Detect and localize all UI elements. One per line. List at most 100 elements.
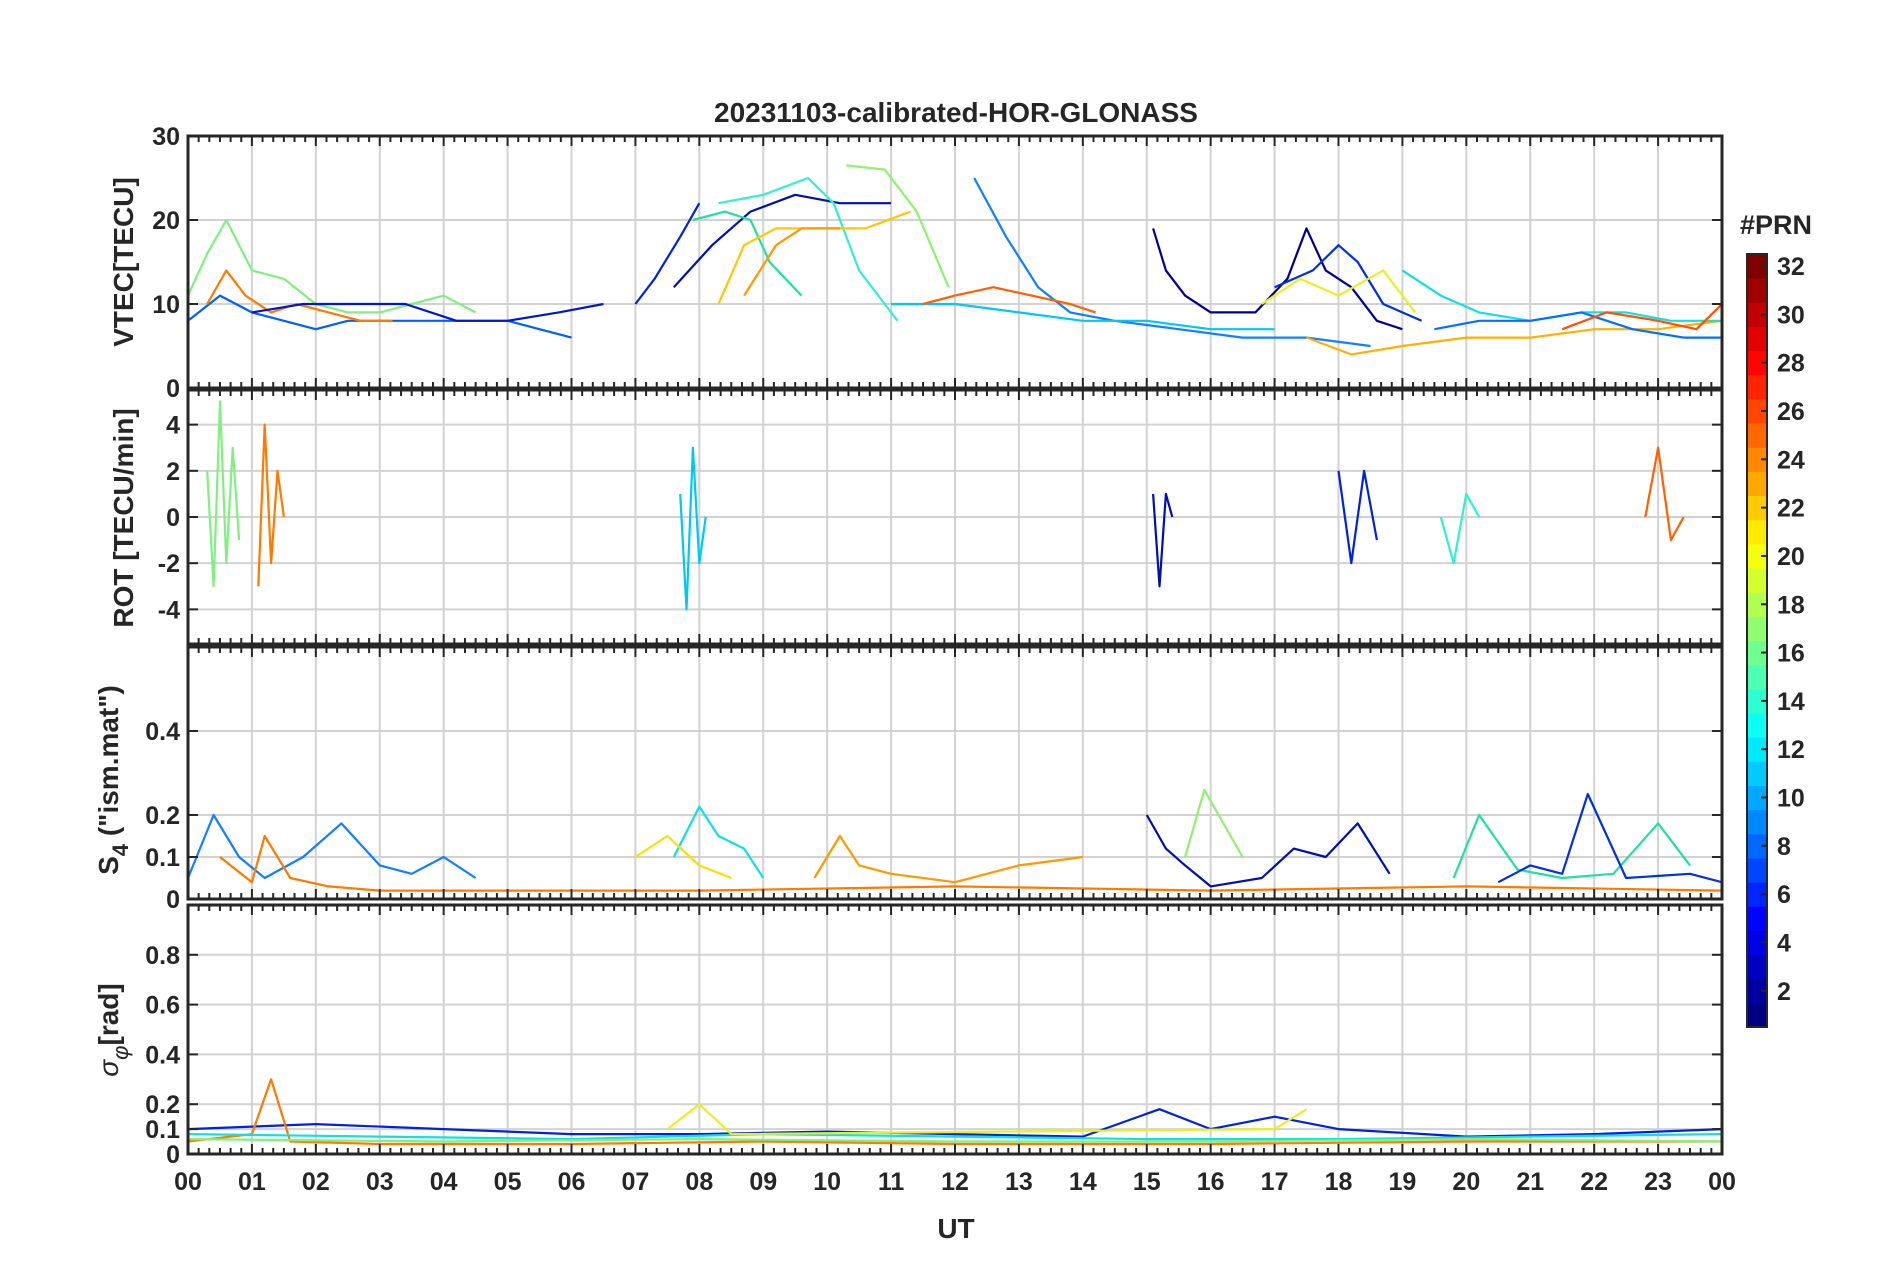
colorbar-tick-label: 32 — [1777, 253, 1805, 281]
series-line-prn-16 — [188, 1137, 1722, 1143]
panel-frame-rot — [186, 388, 1724, 646]
colorbar-tick-label: 24 — [1777, 446, 1805, 474]
x-tick-label: 12 — [941, 1168, 969, 1196]
y-tick-label: 0.6 — [145, 992, 180, 1020]
colorbar-cell — [1747, 592, 1767, 617]
x-axis: 00 01 02 03 04 05 06 07 08 09 10 11 12 13 14 15 16 17 18 19… — [174, 1168, 1736, 1196]
colorbar-tick-label: 18 — [1777, 591, 1805, 619]
x-axis-label: UT — [937, 1213, 974, 1244]
colorbar-cell — [1747, 519, 1767, 545]
series-line-prn-23 — [743, 227, 840, 297]
colorbar-frame — [1746, 253, 1768, 1028]
x-tick-label: 23 — [1644, 1168, 1672, 1196]
series-line-prn-2 — [1152, 492, 1174, 588]
x-tick-label: 09 — [749, 1168, 777, 1196]
y-tick-label: 0.2 — [145, 1091, 180, 1119]
series-line-prn-15 — [692, 210, 803, 297]
colorbar-cell — [1747, 423, 1767, 448]
series-line-prn-14 — [718, 176, 899, 322]
x-tick-label: 15 — [1133, 1168, 1161, 1196]
panel-frame-s4 — [186, 645, 1724, 901]
y-axis-label-sigma: σφ[rad] — [93, 983, 133, 1076]
colorbar-cell — [1747, 326, 1767, 352]
colorbar-cell — [1747, 398, 1767, 424]
series-line-prn-3 — [634, 202, 701, 305]
x-tick-label: 01 — [238, 1168, 266, 1196]
x-tick-label: 20 — [1452, 1168, 1480, 1196]
series-line-prn-19 — [1261, 269, 1417, 314]
colorbar-cell — [1747, 568, 1767, 593]
y-tick-label: 0.1 — [145, 844, 180, 872]
colorbar-cell — [1747, 930, 1767, 956]
colorbar-cell — [1747, 664, 1767, 690]
x-tick-label: 18 — [1325, 1168, 1353, 1196]
colorbar-cell — [1747, 857, 1767, 883]
y-tick-label: -2 — [158, 550, 180, 578]
colorbar-tick-label: 16 — [1777, 640, 1805, 668]
series-line-prn-13 — [672, 805, 765, 879]
panel-sigma: 00.10.2 0.4 0.6 0.8 σφ[rad] — [93, 903, 1724, 1169]
y-tick-label: 2 — [166, 458, 180, 486]
series-line-prn-2 — [1145, 814, 1391, 888]
colorbar-cell — [1747, 785, 1767, 811]
colorbar-cell — [1747, 278, 1767, 303]
x-tick-label: 02 — [302, 1168, 330, 1196]
colorbar-cell — [1747, 374, 1767, 400]
colorbar-cell — [1747, 640, 1767, 666]
colorbar-cell — [1747, 302, 1767, 327]
colorbar-tick-label: 12 — [1777, 736, 1805, 764]
series-line-prn-14 — [1439, 492, 1481, 565]
series-line-prn-3 — [188, 1108, 1722, 1138]
series-group-rot — [206, 400, 1685, 611]
y-tick-label: 0.8 — [145, 942, 180, 970]
x-tick-label: 17 — [1261, 1168, 1289, 1196]
colorbar-cell — [1747, 254, 1767, 279]
series-line-prn-19 — [666, 1103, 1308, 1136]
x-tick-label: 08 — [685, 1168, 713, 1196]
chart-title: 20231103-calibrated-HOR-GLONASS — [714, 97, 1198, 128]
x-tick-label: 14 — [1069, 1168, 1097, 1196]
colorbar-tick-label: 14 — [1777, 688, 1805, 716]
x-tick-label: 22 — [1580, 1168, 1608, 1196]
y-tick-label: 30 — [152, 123, 180, 151]
colorbar-cell — [1747, 688, 1767, 714]
colorbar-cell — [1747, 737, 1767, 762]
y-tick-label: -4 — [158, 596, 180, 624]
y-tick-label: 0.1 — [145, 1116, 180, 1144]
x-tick-label: 13 — [1005, 1168, 1033, 1196]
colorbar-cell — [1747, 906, 1767, 931]
panel-vtec: 0 10 20 30 VTEC[TECU] — [108, 123, 1724, 403]
series-line-prn-25 — [1644, 446, 1685, 542]
series-line-prn-12 — [679, 446, 707, 611]
series-line-prn-15 — [1452, 813, 1691, 880]
colorbar-cell — [1747, 543, 1767, 569]
y-tick-label: 0 — [166, 1141, 180, 1169]
colorbar-cell — [1747, 882, 1767, 907]
series-line-prn-17 — [1184, 788, 1244, 858]
colorbar-tick-label: 2 — [1777, 978, 1791, 1006]
x-tick-label: 21 — [1516, 1168, 1544, 1196]
series-line-prn-23 — [813, 834, 1083, 884]
series-line-prn-12 — [891, 302, 1275, 331]
colorbar-tick-label: 26 — [1777, 398, 1805, 426]
y-axis-label-rot: ROT [TECU/min] — [108, 408, 139, 627]
series-line-prn-4 — [251, 302, 604, 322]
colorbar-cell — [1747, 978, 1767, 1004]
colorbar-tick-label: 10 — [1777, 785, 1805, 813]
x-tick-label: 11 — [878, 1168, 905, 1196]
colorbar-label: #PRN — [1740, 210, 1812, 240]
series-line-prn-24 — [257, 423, 285, 587]
colorbar-cell — [1747, 833, 1767, 859]
y-tick-label: 0.2 — [145, 802, 180, 830]
y-axis-label-vtec: VTEC[TECU] — [108, 177, 139, 347]
colorbar-cell — [1747, 495, 1767, 521]
series-line-prn-25 — [922, 286, 1096, 314]
series-line-prn-1 — [1152, 227, 1403, 331]
colorbar-tick-label: 4 — [1777, 929, 1791, 957]
x-tick-label: 06 — [558, 1168, 586, 1196]
x-tick-label: 00 — [174, 1168, 202, 1196]
y-tick-label: 0 — [166, 375, 180, 403]
